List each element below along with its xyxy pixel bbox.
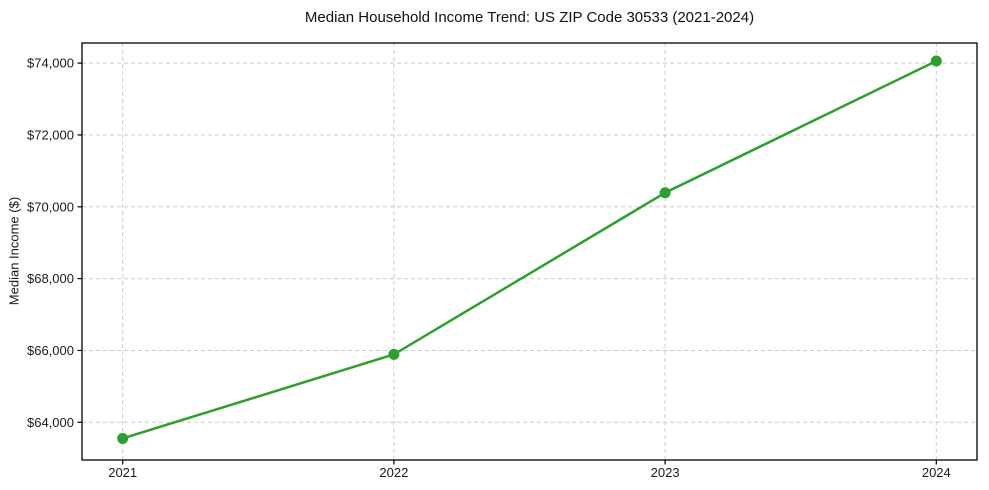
data-point-marker (930, 55, 942, 67)
x-tick-label: 2024 (922, 465, 951, 480)
chart-title: Median Household Income Trend: US ZIP Co… (304, 9, 755, 26)
x-tick-label: 2023 (651, 465, 680, 480)
data-point-marker (388, 348, 400, 360)
data-point-marker (659, 187, 671, 199)
y-tick-label: $66,000 (27, 343, 74, 358)
y-tick-label: $64,000 (27, 415, 74, 430)
y-tick-label: $70,000 (27, 199, 74, 214)
axes-border (81, 42, 978, 461)
y-tick-label: $72,000 (27, 127, 74, 142)
y-tick-label: $68,000 (27, 271, 74, 286)
x-tick-label: 2022 (379, 465, 408, 480)
x-tick-label: 2021 (108, 465, 137, 480)
data-point-marker (117, 432, 129, 444)
trend-line (121, 59, 938, 440)
y-tick-label: $74,000 (27, 56, 74, 71)
